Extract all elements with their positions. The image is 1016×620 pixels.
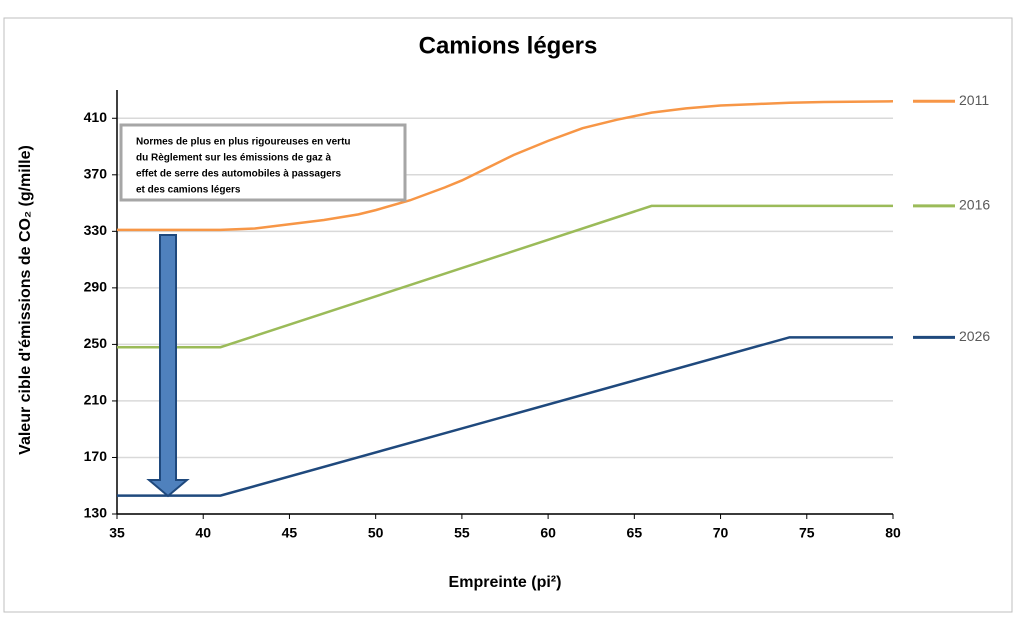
x-axis-label: Empreinte (pi²) (449, 574, 562, 591)
y-tick-label: 250 (84, 335, 108, 351)
annotation-box (119, 123, 407, 202)
y-tick-label: 210 (84, 392, 108, 408)
annotation-line: effet de serre des automobiles à passage… (136, 169, 342, 180)
x-tick-label: 50 (368, 525, 384, 541)
arrow (146, 234, 190, 498)
y-tick-label: 370 (84, 166, 108, 182)
series-line (117, 100, 894, 232)
chart-title: Camions légers (419, 32, 598, 59)
y-tick-label: 170 (84, 448, 108, 464)
annotation-line: et des camions légers (136, 185, 241, 196)
chart-border (3, 17, 1013, 613)
legend-label: 2026 (959, 328, 990, 344)
x-tick-label: 75 (799, 525, 815, 541)
y-axis-label: Valeur cible d'émissions de CO₂ (g/mille… (17, 145, 34, 455)
legend-label: 2016 (959, 197, 990, 213)
y-tick-label: 130 (84, 505, 108, 521)
x-tick-label: 80 (885, 525, 901, 541)
x-tick-label: 60 (540, 525, 556, 541)
x-tick-label: 55 (454, 525, 470, 541)
x-tick-label: 70 (713, 525, 729, 541)
y-tick-label: 410 (84, 109, 108, 125)
legend-label: 2011 (959, 92, 989, 108)
x-tick-label: 65 (627, 525, 643, 541)
y-tick-label: 290 (84, 279, 108, 295)
y-tick-label: 330 (84, 222, 108, 238)
annotation-line: Normes de plus en plus rigoureuses en ve… (136, 137, 351, 148)
annotation-line: du Règlement sur les émissions de gaz à (136, 153, 332, 164)
x-tick-label: 45 (282, 525, 298, 541)
x-tick-label: 35 (109, 525, 125, 541)
x-tick-label: 40 (195, 525, 211, 541)
